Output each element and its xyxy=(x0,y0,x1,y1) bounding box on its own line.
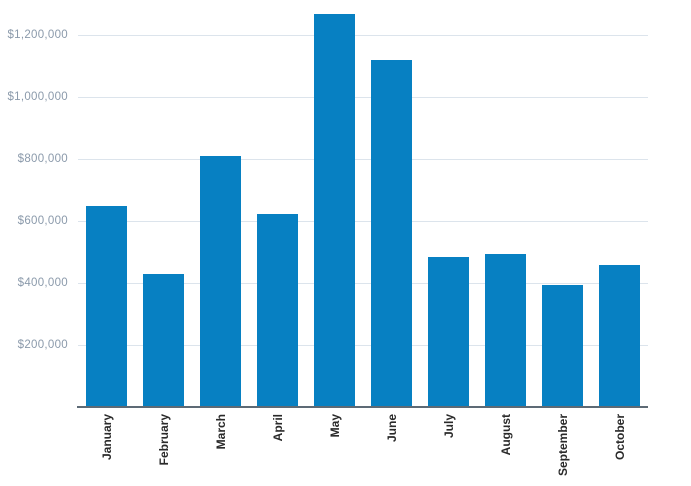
bar-february[interactable] xyxy=(143,274,184,406)
bar-october[interactable] xyxy=(599,264,640,406)
gridline xyxy=(78,34,648,36)
y-axis-tick-label: $600,000 xyxy=(17,215,68,227)
gridline xyxy=(78,158,648,160)
gridline xyxy=(78,96,648,98)
bar-july[interactable] xyxy=(428,257,469,406)
bar-january[interactable] xyxy=(86,206,127,406)
bar-march[interactable] xyxy=(200,156,241,406)
bar-june[interactable] xyxy=(371,60,412,406)
x-axis-label-may: May xyxy=(327,414,342,438)
x-axis-label-february: February xyxy=(156,414,171,466)
bar-september[interactable] xyxy=(542,285,583,406)
x-axis-label-july: July xyxy=(441,414,456,439)
x-axis-label-january: January xyxy=(99,414,114,461)
y-axis-tick-label: $1,000,000 xyxy=(7,91,68,103)
y-axis-tick-label: $400,000 xyxy=(17,277,68,289)
x-axis-label-september: September xyxy=(555,414,570,477)
gridline xyxy=(78,344,648,346)
x-axis-label-august: August xyxy=(498,414,513,456)
bar-april[interactable] xyxy=(257,213,298,406)
x-axis-label-march: March xyxy=(213,414,228,450)
bar-august[interactable] xyxy=(485,254,526,406)
gridline xyxy=(78,282,648,284)
y-axis-tick-label: $800,000 xyxy=(17,153,68,165)
x-axis-label-october: October xyxy=(612,414,627,461)
bar-may[interactable] xyxy=(314,13,355,406)
x-axis-line xyxy=(77,406,648,408)
y-axis-tick-label: $200,000 xyxy=(17,339,68,351)
y-axis-tick-label: $1,200,000 xyxy=(7,29,68,41)
gridline xyxy=(78,220,648,222)
x-axis-label-april: April xyxy=(270,414,285,442)
x-axis-label-june: June xyxy=(384,414,399,443)
